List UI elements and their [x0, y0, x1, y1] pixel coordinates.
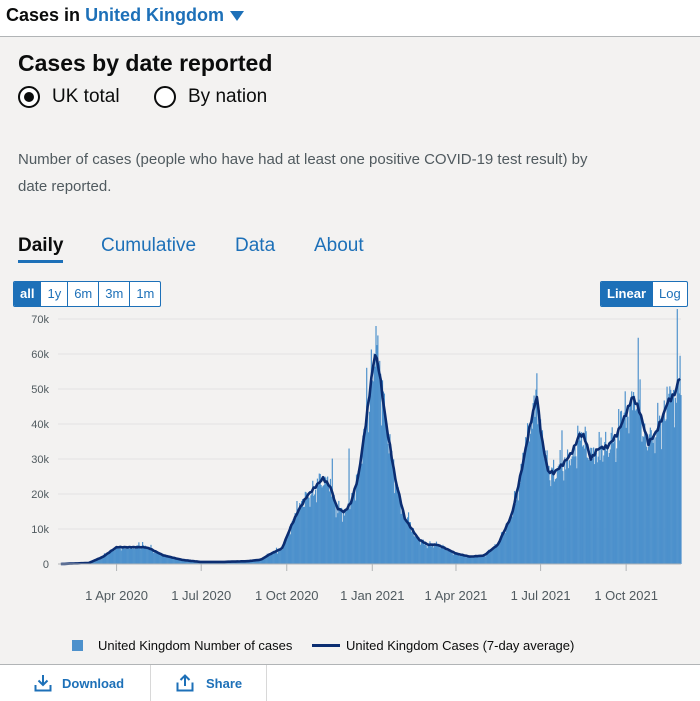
y-tick-label: 20k: [31, 489, 49, 501]
footer-divider: [150, 665, 151, 701]
x-tick-label: 1 Jul 2021: [511, 588, 571, 603]
y-tick-label: 60k: [31, 349, 49, 361]
area-selector[interactable]: Cases in United Kingdom: [6, 5, 244, 26]
area-selector-bar: Cases in United Kingdom: [0, 0, 700, 37]
share-button[interactable]: Share: [176, 665, 242, 701]
radio-selected-icon[interactable]: [18, 86, 40, 108]
caret-down-icon[interactable]: [230, 11, 244, 21]
card-title: Cases by date reported: [18, 50, 272, 77]
radio-empty-icon[interactable]: [154, 86, 176, 108]
y-tick-label: 30k: [31, 454, 49, 466]
x-tick-label: 1 Oct 2020: [255, 588, 319, 603]
y-tick-label: 10k: [31, 524, 49, 536]
y-tick-label: 50k: [31, 384, 49, 396]
x-tick-label: 1 Apr 2021: [425, 588, 488, 603]
radio-uk-total[interactable]: UK total: [18, 86, 120, 108]
x-axis: 1 Apr 2020 1 Jul 2020 1 Oct 2020 1 Jan 2021…: [85, 564, 658, 603]
tab-cumulative[interactable]: Cumulative: [101, 235, 196, 257]
y-tick-label: 70k: [31, 314, 49, 326]
radio-uk-total-label: UK total: [52, 86, 120, 108]
card-footer: Download Share: [0, 664, 700, 701]
download-icon: [34, 674, 52, 692]
download-label: Download: [62, 676, 124, 691]
radio-by-nation-label: By nation: [188, 86, 267, 108]
chart-description: Number of cases (people who have had at …: [18, 146, 618, 200]
legend-bar-swatch: [72, 640, 83, 651]
legend-bars-label: United Kingdom Number of cases: [98, 638, 292, 653]
y-tick-label: 0: [43, 559, 49, 571]
x-tick-label: 1 Jan 2021: [340, 588, 404, 603]
x-tick-label: 1 Apr 2020: [85, 588, 148, 603]
share-icon: [176, 674, 194, 692]
area-prefix: Cases in: [6, 5, 80, 25]
x-tick-label: 1 Jul 2020: [171, 588, 231, 603]
x-tick-label: 1 Oct 2021: [594, 588, 658, 603]
cases-bar: [680, 395, 681, 564]
area-location-link[interactable]: United Kingdom: [85, 5, 224, 25]
download-button[interactable]: Download: [34, 665, 124, 701]
footer-divider: [266, 665, 267, 701]
cases-bars: [61, 309, 681, 564]
tab-about[interactable]: About: [314, 235, 364, 257]
y-tick-label: 40k: [31, 419, 49, 431]
tab-data[interactable]: Data: [235, 235, 275, 257]
share-label: Share: [206, 676, 242, 691]
tab-daily[interactable]: Daily: [18, 235, 63, 257]
legend-line-swatch: [312, 644, 340, 647]
legend-line: United Kingdom Cases (7-day average): [312, 638, 574, 653]
radio-by-nation[interactable]: By nation: [154, 86, 267, 108]
legend-bars: United Kingdom Number of cases: [72, 638, 292, 653]
legend-line-label: United Kingdom Cases (7-day average): [346, 638, 574, 653]
cases-chart: 0 10k 20k 30k 40k 50k 60k 70k 1 Apr 2020 1 Jul 2…: [0, 300, 700, 620]
